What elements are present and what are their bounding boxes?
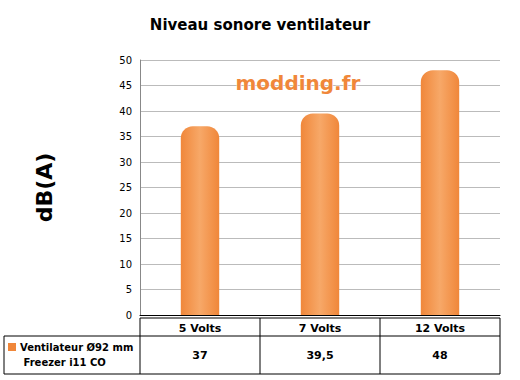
svg-text:45: 45 (119, 80, 132, 91)
svg-text:15: 15 (119, 233, 132, 244)
svg-text:20: 20 (119, 208, 132, 219)
svg-text:35: 35 (119, 131, 132, 142)
svg-text:10: 10 (119, 259, 132, 270)
svg-text:50: 50 (119, 55, 132, 66)
svg-text:48: 48 (432, 349, 447, 362)
svg-text:Niveau sonore ventilateur: Niveau sonore ventilateur (150, 16, 371, 34)
svg-text:modding.fr: modding.fr (236, 71, 361, 95)
svg-text:30: 30 (119, 157, 132, 168)
svg-text:dB(A): dB(A) (32, 153, 57, 223)
svg-text:5 Volts: 5 Volts (179, 322, 222, 335)
svg-text:5: 5 (126, 284, 132, 295)
svg-text:7 Volts: 7 Volts (299, 322, 342, 335)
svg-text:39,5: 39,5 (306, 349, 333, 362)
svg-text:Freezer i11 CO: Freezer i11 CO (20, 357, 106, 368)
svg-text:12 Volts: 12 Volts (415, 322, 466, 335)
svg-text:37: 37 (192, 349, 207, 362)
svg-text:25: 25 (119, 182, 132, 193)
svg-text:40: 40 (119, 106, 132, 117)
svg-text:0: 0 (126, 310, 132, 321)
svg-text:Ventilateur Ø92 mm: Ventilateur Ø92 mm (20, 342, 133, 353)
